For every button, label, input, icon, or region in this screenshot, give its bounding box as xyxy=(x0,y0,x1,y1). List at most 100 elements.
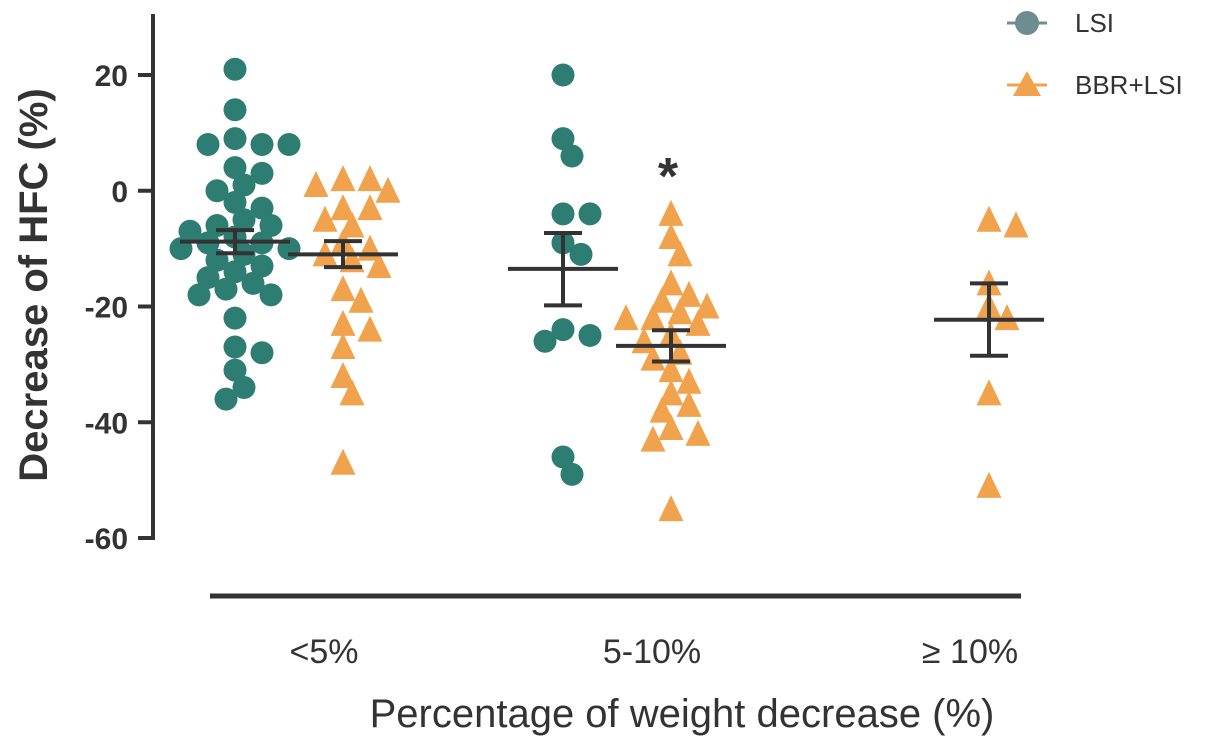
data-point xyxy=(223,358,247,382)
data-point xyxy=(250,132,274,156)
x-axis: <5% 5-10% ≥ 10% xyxy=(210,593,1021,671)
data-point xyxy=(976,471,1002,498)
data-point xyxy=(330,275,356,302)
data-point xyxy=(658,414,684,441)
significance-marker: * xyxy=(658,148,679,206)
data-point xyxy=(223,127,247,151)
data-point xyxy=(551,445,575,469)
data-point xyxy=(569,242,593,266)
data-point xyxy=(223,57,247,81)
data-point xyxy=(551,127,575,151)
legend-marker-lsi xyxy=(1015,11,1039,35)
data-point xyxy=(187,283,211,307)
data-point xyxy=(685,309,711,336)
data-point xyxy=(339,379,365,406)
y-tick-label: -40 xyxy=(85,407,128,440)
data-point xyxy=(205,179,229,203)
annotations: * xyxy=(658,148,679,206)
data-point xyxy=(357,315,383,342)
data-point xyxy=(330,361,356,388)
data-point xyxy=(339,211,365,238)
data-point xyxy=(330,333,356,360)
data-point xyxy=(357,194,383,221)
data-point xyxy=(348,286,374,313)
data-point xyxy=(303,170,329,197)
data-point xyxy=(649,396,675,423)
data-point xyxy=(214,277,238,301)
data-point xyxy=(223,335,247,359)
data-point xyxy=(578,202,602,226)
data-point xyxy=(533,329,557,353)
x-axis-title: Percentage of weight decrease (%) xyxy=(370,692,995,736)
legend-label-lsi: LSI xyxy=(1075,8,1114,38)
data-point xyxy=(250,254,274,278)
x-tick-label: ≥ 10% xyxy=(922,633,1018,671)
x-tick-label: <5% xyxy=(290,633,359,671)
data-point xyxy=(366,251,392,278)
y-tick-label: -60 xyxy=(85,523,128,556)
data-point xyxy=(214,387,238,411)
y-tick-label: -20 xyxy=(85,292,128,325)
legend-marker-bbr-lsi xyxy=(1013,71,1041,96)
data-point xyxy=(667,338,693,365)
data-point xyxy=(551,63,575,87)
data-points xyxy=(169,57,1029,522)
y-axis: 20 0 -20 -40 -60 xyxy=(85,14,155,556)
data-point xyxy=(330,448,356,475)
data-point xyxy=(676,390,702,417)
data-point xyxy=(551,202,575,226)
data-point xyxy=(640,304,666,331)
legend: LSI BBR+LSI xyxy=(1007,8,1183,100)
data-point xyxy=(994,304,1020,331)
data-point xyxy=(560,462,584,486)
data-point xyxy=(330,194,356,221)
data-point xyxy=(658,356,684,383)
data-point xyxy=(640,344,666,371)
data-point xyxy=(976,379,1002,406)
data-point xyxy=(178,219,202,243)
data-point xyxy=(241,271,265,295)
data-point xyxy=(357,165,383,192)
data-point xyxy=(312,205,338,232)
data-point xyxy=(658,223,684,250)
data-point xyxy=(223,190,247,214)
y-tick-label: 0 xyxy=(111,176,128,209)
data-point xyxy=(259,283,283,307)
data-point xyxy=(640,425,666,452)
data-point xyxy=(232,208,256,232)
data-point xyxy=(259,213,283,237)
data-point xyxy=(551,318,575,342)
data-point xyxy=(223,98,247,122)
data-point xyxy=(250,341,274,365)
data-point xyxy=(250,161,274,185)
data-point xyxy=(976,205,1002,232)
data-point xyxy=(685,419,711,446)
data-point xyxy=(658,495,684,522)
data-point xyxy=(250,196,274,220)
data-point xyxy=(667,298,693,325)
data-point xyxy=(667,240,693,267)
y-axis-title: Decrease of HFC (%) xyxy=(12,88,56,481)
data-point xyxy=(658,269,684,296)
legend-label-bbr-lsi: BBR+LSI xyxy=(1075,70,1183,100)
data-point xyxy=(649,286,675,313)
y-tick-label: 20 xyxy=(95,60,128,93)
data-point xyxy=(196,266,220,290)
error-bars xyxy=(180,228,1044,364)
data-point xyxy=(232,376,256,400)
data-point xyxy=(676,280,702,307)
data-point xyxy=(232,173,256,197)
data-point xyxy=(694,292,720,319)
data-point xyxy=(560,144,584,168)
data-point xyxy=(658,379,684,406)
data-point xyxy=(613,304,639,331)
data-point xyxy=(277,132,301,156)
data-point xyxy=(1003,211,1029,238)
data-point xyxy=(330,165,356,192)
data-point xyxy=(223,306,247,330)
data-point xyxy=(658,199,684,226)
data-point xyxy=(223,156,247,180)
data-point xyxy=(375,176,401,203)
data-point xyxy=(330,309,356,336)
